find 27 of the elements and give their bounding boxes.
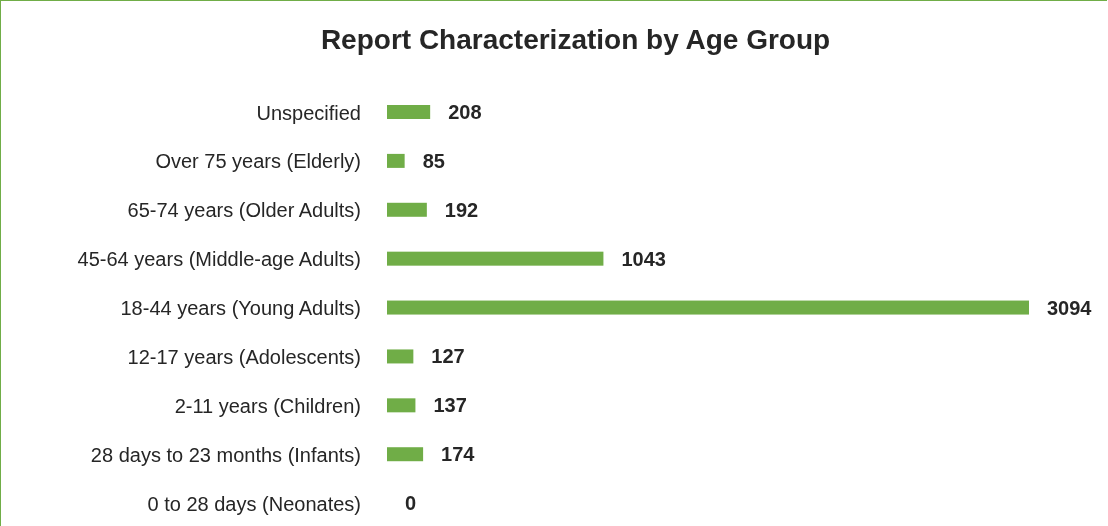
bar [387, 300, 1029, 315]
bar [387, 447, 424, 462]
y-tick-label: 0 to 28 days (Neonates) [147, 492, 361, 515]
bar [387, 251, 604, 266]
data-label: 127 [431, 345, 465, 368]
y-tick-label: 45-64 years (Middle-age Adults) [77, 248, 361, 271]
data-label: 137 [433, 394, 467, 417]
bar [387, 202, 427, 217]
bar [387, 105, 431, 119]
data-label: 0 [405, 492, 417, 515]
y-tick-label: 12-17 years (Adolescents) [127, 345, 361, 368]
data-label: 208 [448, 101, 482, 123]
bar [387, 153, 405, 168]
bar [387, 398, 416, 413]
y-tick-label: 2-11 years (Children) [174, 394, 361, 417]
chart-title: Report Characterization by Age Group [319, 24, 832, 56]
y-tick-label: Over 75 years (Elderly) [155, 150, 361, 173]
data-label: 85 [422, 149, 445, 172]
y-tick-label: 28 days to 23 months (Infants) [90, 443, 361, 466]
data-label: 3094 [1047, 296, 1093, 319]
data-label: 174 [441, 443, 476, 466]
bar [387, 349, 414, 364]
data-label: 192 [444, 198, 479, 221]
y-tick-label: 65-74 years (Older Adults) [127, 199, 361, 222]
y-tick-label: Unspecified [256, 101, 361, 124]
y-tick-label: 18-44 years (Young Adults) [120, 297, 361, 320]
data-label: 1043 [621, 247, 666, 270]
